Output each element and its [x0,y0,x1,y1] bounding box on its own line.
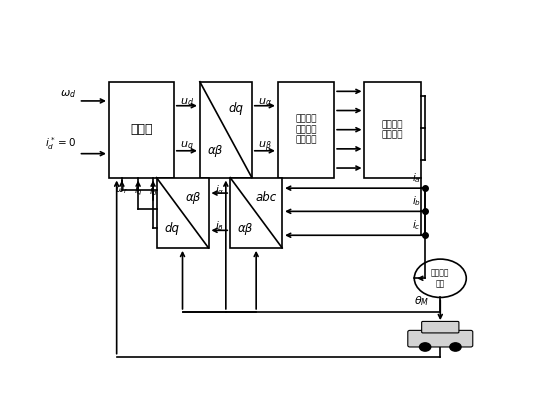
Text: $i_a$: $i_a$ [412,171,421,185]
Text: $i_\alpha$: $i_\alpha$ [215,183,224,197]
Text: 永磁同步
电机: 永磁同步 电机 [431,269,449,288]
Text: 控制棒: 控制棒 [130,123,153,136]
Text: $i_d$: $i_d$ [149,184,158,198]
Circle shape [414,259,466,298]
Text: $u_q$: $u_q$ [180,140,193,154]
Text: $\omega_d$: $\omega_d$ [60,88,77,100]
Bar [157,178,209,248]
Text: $i_q$: $i_q$ [134,184,143,198]
Bar [200,82,252,178]
Text: 空间矢量
脉冲宽度
调制技术: 空间矢量 脉冲宽度 调制技术 [295,115,317,144]
Text: $u_\beta$: $u_\beta$ [258,140,272,154]
Text: abc: abc [256,191,277,204]
FancyBboxPatch shape [421,321,459,333]
Text: $i_b$: $i_b$ [411,194,421,208]
Text: $\theta_M$: $\theta_M$ [414,294,429,308]
Text: dq: dq [229,102,244,115]
Text: αβ: αβ [185,191,201,204]
Circle shape [419,343,431,351]
Text: dq: dq [164,222,179,235]
Bar [230,178,282,248]
Text: αβ: αβ [208,144,223,157]
Text: 电源模块
和逆变器: 电源模块 和逆变器 [382,120,404,139]
Bar [109,82,174,178]
Text: αβ: αβ [238,222,253,235]
Circle shape [450,343,461,351]
Text: $i^*_d=0$: $i^*_d=0$ [45,136,77,152]
Text: $u_\alpha$: $u_\alpha$ [258,96,272,108]
Text: $i_c$: $i_c$ [412,218,421,232]
FancyBboxPatch shape [408,330,473,347]
Text: $u_d$: $u_d$ [180,96,194,108]
Bar [278,82,334,178]
Text: $\omega_r$: $\omega_r$ [115,184,129,196]
Text: $i_\beta$: $i_\beta$ [215,220,224,234]
Bar [364,82,421,178]
